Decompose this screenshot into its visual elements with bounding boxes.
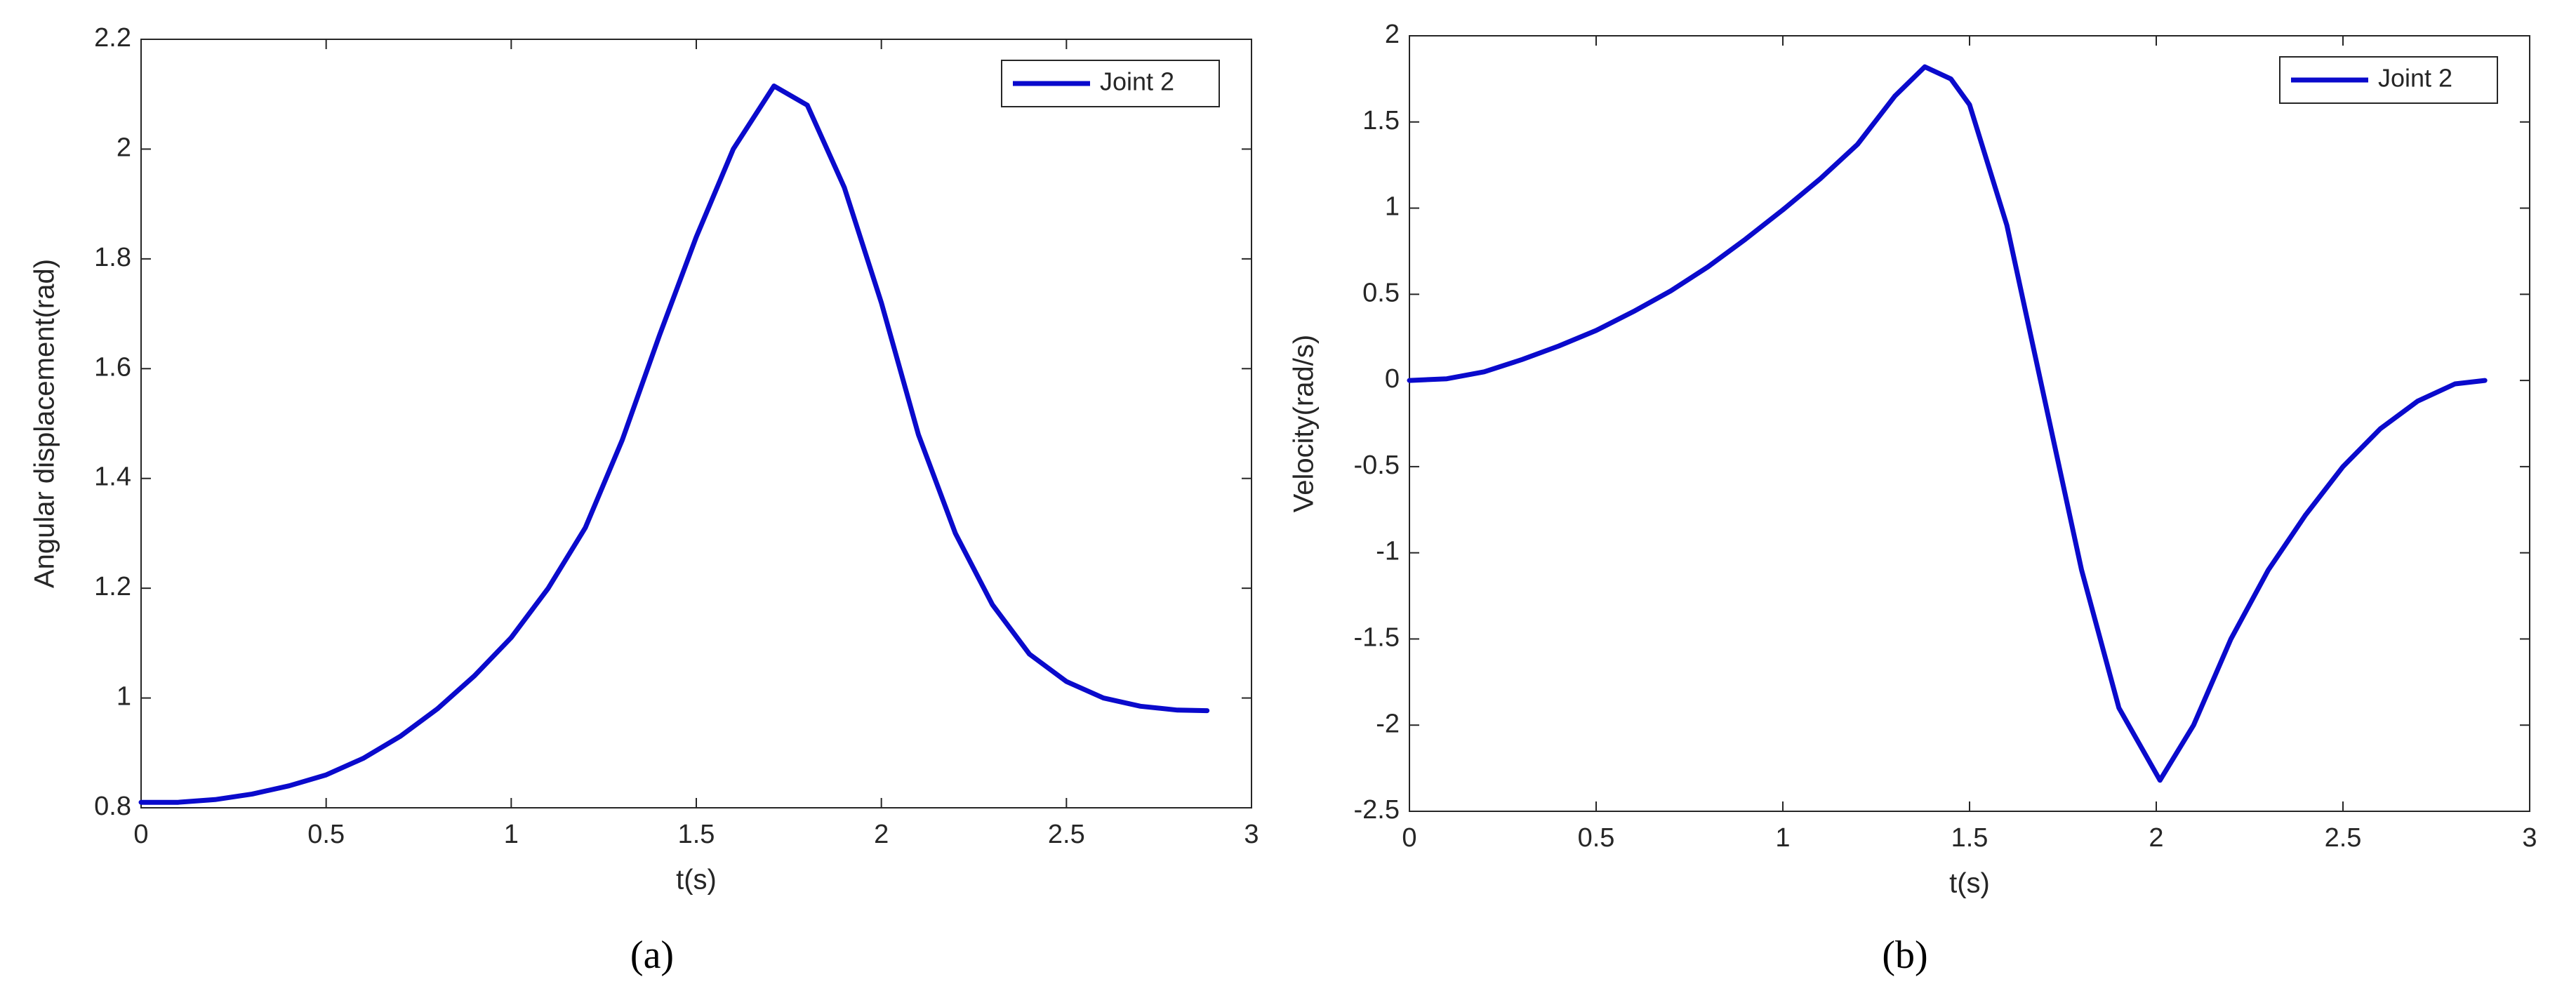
y-tick-label: -1.5 — [1354, 623, 1400, 652]
y-tick-label: 1.8 — [94, 243, 131, 272]
y-tick-label: 1.4 — [94, 462, 131, 492]
y-tick-label: 0.5 — [1362, 278, 1400, 307]
legend-box — [1001, 60, 1220, 107]
y-tick-label: 1.5 — [1362, 106, 1400, 135]
x-tick-label: 1 — [504, 820, 519, 849]
y-tick-label: 2 — [117, 133, 131, 162]
x-tick-label: 0 — [1402, 823, 1416, 853]
caption: (a) — [630, 933, 674, 977]
x-tick-label: 0 — [133, 820, 148, 849]
legend-label: Joint 2 — [2378, 64, 2452, 93]
x-tick-label: 2 — [874, 820, 889, 849]
y-axis-label: Angular displacement(rad) — [29, 259, 60, 588]
plot-frame — [140, 39, 1252, 808]
y-tick-label: 0 — [1385, 364, 1400, 394]
y-tick-label: -2 — [1376, 709, 1400, 738]
x-tick-label: 3 — [1244, 820, 1259, 849]
y-tick-label: 1.2 — [94, 572, 131, 601]
y-tick-label: 2 — [1385, 20, 1400, 49]
y-tick-label: 1 — [1385, 192, 1400, 222]
x-tick-label: 3 — [2522, 823, 2537, 853]
x-tick-label: 0.5 — [1578, 823, 1615, 853]
x-tick-label: 1.5 — [1951, 823, 1989, 853]
x-tick-label: 0.5 — [307, 820, 345, 849]
x-axis-label: t(s) — [676, 865, 717, 896]
y-axis-label: Velocity(rad/s) — [1289, 335, 1320, 512]
x-tick-label: 2.5 — [2325, 823, 2362, 853]
y-tick-label: 1.6 — [94, 352, 131, 382]
y-tick-label: 1 — [117, 682, 131, 712]
y-tick-label: -1 — [1376, 537, 1400, 566]
plot-frame — [1409, 35, 2530, 812]
y-tick-label: 2.2 — [94, 23, 131, 53]
x-tick-label: 2.5 — [1048, 820, 1085, 849]
legend-label: Joint 2 — [1100, 67, 1174, 96]
y-tick-label: -2.5 — [1354, 795, 1400, 825]
x-tick-label: 1 — [1775, 823, 1790, 853]
x-axis-label: t(s) — [1949, 868, 1990, 899]
data-line — [138, 84, 1210, 805]
y-tick-label: -0.5 — [1354, 451, 1400, 480]
x-tick-label: 1.5 — [678, 820, 715, 849]
caption: (b) — [1882, 933, 1927, 977]
y-tick-label: 0.8 — [94, 792, 131, 821]
x-tick-label: 2 — [2149, 823, 2163, 853]
data-line — [1407, 64, 2488, 783]
